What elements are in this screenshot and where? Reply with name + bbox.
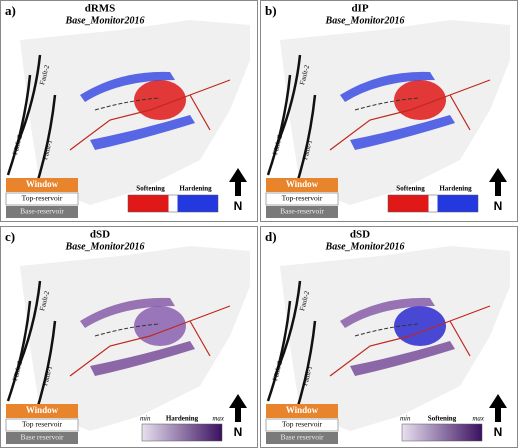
north-label: N <box>494 199 503 213</box>
colorbar-label: min <box>400 415 411 423</box>
panel-title: dSD <box>90 229 110 241</box>
well-path <box>354 97 421 111</box>
top-box <box>265 418 339 432</box>
fault-line <box>6 74 32 176</box>
anomaly-band <box>350 341 455 376</box>
anomaly <box>394 306 446 346</box>
top-box <box>5 192 79 206</box>
panel-letter: c) <box>5 229 15 244</box>
colorbar-label: min <box>140 415 151 423</box>
top-label: Top reservoir <box>282 420 323 429</box>
window-title: Window <box>286 405 319 415</box>
base-box <box>266 206 338 218</box>
anomaly-band <box>80 71 175 102</box>
well-path <box>94 97 161 111</box>
colorbar-label: max <box>212 415 225 423</box>
anomaly-band <box>340 297 435 328</box>
well-path <box>329 79 491 151</box>
base-label: Base-reservoir <box>280 207 324 216</box>
base-box <box>6 432 78 444</box>
colorbar-label: Hardening <box>166 415 199 423</box>
top-label: Top reservoir <box>22 420 63 429</box>
panel-title: dRMS <box>85 3 116 15</box>
colorbar-label: Softening <box>428 415 457 423</box>
anomaly-band <box>80 297 175 328</box>
anomaly-band <box>90 341 195 376</box>
colorbar-label: Hardening <box>439 185 472 193</box>
north-label: N <box>234 199 243 213</box>
north-arrow <box>229 168 247 196</box>
fault-line <box>6 300 32 402</box>
window-box <box>266 178 338 192</box>
base-label: Base reservoir <box>280 433 324 442</box>
panel-subtitle: Base_Monitor2016 <box>325 241 405 252</box>
map-area <box>280 20 510 205</box>
colorbar-label: Softening <box>136 185 165 193</box>
colorbar-label: max <box>472 415 485 423</box>
fault-line <box>266 300 292 402</box>
anomaly <box>134 80 186 120</box>
map-area <box>280 246 510 431</box>
anomaly <box>394 80 446 120</box>
anomaly <box>134 306 186 346</box>
colorbar <box>141 423 223 442</box>
north-arrow <box>229 394 247 422</box>
top-label: Top-reservoir <box>282 194 323 203</box>
colorbar <box>127 194 219 213</box>
well-path <box>94 323 161 337</box>
top-box <box>265 192 339 206</box>
north-arrow <box>489 394 507 422</box>
colorbar-label: Hardening <box>179 185 212 193</box>
panel-title: dIP <box>351 3 368 15</box>
window-box <box>6 404 78 418</box>
well-path <box>354 323 421 337</box>
colorbar <box>401 423 483 442</box>
map-area <box>20 246 250 431</box>
panel-title: dSD <box>350 229 370 241</box>
window-box <box>6 178 78 192</box>
north-arrow <box>489 168 507 196</box>
panel-subtitle: Base_Monitor2016 <box>325 15 405 26</box>
well-path <box>69 79 231 151</box>
panel-letter: a) <box>5 3 16 18</box>
anomaly-band <box>90 115 195 150</box>
base-box <box>6 206 78 218</box>
colorbar-label: Softening <box>396 185 425 193</box>
window-box <box>266 404 338 418</box>
north-label: N <box>234 425 243 439</box>
window-title: Window <box>286 179 319 189</box>
panel-letter: b) <box>265 3 277 18</box>
anomaly-band <box>340 71 435 102</box>
anomaly-band <box>350 115 455 150</box>
well-path <box>69 305 231 377</box>
base-label: Base-reservoir <box>20 207 64 216</box>
fault-line <box>266 74 292 176</box>
panel-subtitle: Base_Monitor2016 <box>65 15 145 26</box>
well-path <box>329 305 491 377</box>
panel-subtitle: Base_Monitor2016 <box>65 241 145 252</box>
window-title: Window <box>26 179 59 189</box>
top-box <box>5 418 79 432</box>
base-box <box>266 432 338 444</box>
window-title: Window <box>26 405 59 415</box>
north-label: N <box>494 425 503 439</box>
top-label: Top-reservoir <box>22 194 63 203</box>
panel-letter: d) <box>265 229 277 244</box>
map-area <box>20 20 250 205</box>
colorbar <box>387 194 479 213</box>
base-label: Base reservoir <box>20 433 64 442</box>
